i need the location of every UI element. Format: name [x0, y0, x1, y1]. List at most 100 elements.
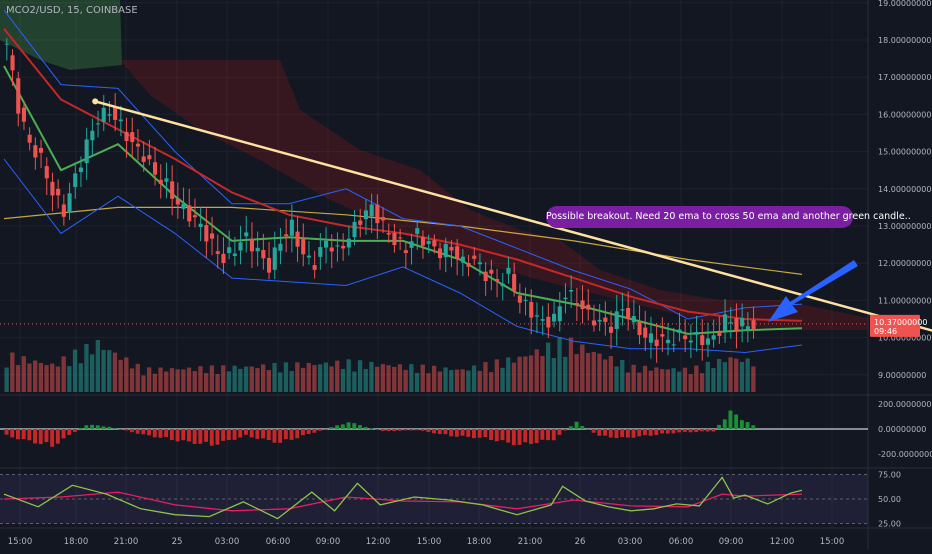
volume-bar [164, 371, 169, 392]
macd-bar [603, 429, 607, 436]
candle-body [232, 253, 237, 256]
candle-body [574, 302, 579, 305]
macd-bar [477, 429, 482, 438]
price-tick-label: 19.00000000 [878, 0, 931, 8]
macd-bar [289, 429, 294, 440]
volume-bar [540, 355, 545, 392]
macd-bar [643, 429, 647, 436]
price-tick-label: 11.00000000 [878, 296, 931, 305]
macd-bar [10, 429, 15, 438]
candle-body [249, 238, 254, 252]
candle-body [671, 344, 676, 346]
macd-bar [4, 429, 9, 435]
macd-bar [580, 425, 585, 429]
volume-bar [660, 369, 665, 392]
candle-body [495, 279, 500, 281]
volume-bar [591, 351, 596, 392]
candle-body [289, 219, 294, 236]
candle-body [192, 215, 197, 218]
volume-bar [454, 369, 460, 392]
macd-bar [682, 429, 687, 432]
macd-bar [574, 421, 579, 429]
candle-body [723, 314, 728, 331]
price-tick-label: 15.00000000 [878, 148, 931, 157]
volume-bar [141, 375, 146, 392]
candle-body [73, 173, 78, 187]
time-tick-label: 06:00 [669, 537, 694, 547]
volume-bar [528, 355, 534, 392]
candle-body [472, 255, 477, 259]
candle-body [477, 262, 482, 265]
macd-bar [511, 429, 516, 446]
macd-bar [141, 429, 146, 435]
candle-body [654, 339, 659, 347]
volume-bar [745, 358, 750, 392]
macd-bar [557, 429, 562, 435]
time-tick-label: 26 [575, 537, 586, 547]
macd-bar [90, 424, 94, 429]
candle-body [306, 255, 311, 258]
candle-body [39, 147, 44, 153]
candle-body [569, 289, 574, 292]
volume-bar [403, 369, 408, 392]
candle-body [16, 78, 21, 114]
candle-body [164, 178, 169, 182]
macd-bar [44, 429, 49, 443]
candle-body [603, 317, 608, 322]
annotation-arrow-icon [768, 260, 858, 322]
volume-bar [346, 359, 351, 392]
price-tick-label: 12.00000000 [878, 259, 931, 268]
time-tick-label: 21:00 [518, 537, 543, 547]
volume-bar [380, 364, 385, 392]
volume-bar [546, 342, 551, 392]
volume-bar [369, 361, 374, 392]
candle-body [84, 139, 89, 164]
candle-body [312, 265, 317, 270]
volume-bar [614, 366, 619, 392]
candle-body [683, 335, 688, 340]
volume-bar [682, 367, 688, 392]
candle-body [660, 334, 665, 337]
volume-bar [312, 365, 317, 392]
macd-bar [563, 429, 568, 431]
candle-body [318, 247, 323, 257]
candle-body [643, 327, 648, 338]
volume-bar [306, 362, 311, 392]
macd-bar [221, 429, 226, 441]
candle-body [460, 256, 465, 263]
volume-bar [551, 358, 556, 392]
macd-bar [204, 429, 208, 442]
volume-bar [78, 363, 83, 392]
volume-bar [295, 362, 300, 392]
macd-bar [107, 426, 112, 429]
volume-bar [432, 365, 437, 392]
volume-bar [243, 366, 249, 392]
volume-bar [699, 373, 705, 392]
candle-body [415, 228, 420, 234]
macd-bar [147, 429, 151, 436]
macd-bar [591, 429, 596, 433]
macd-bar [232, 429, 237, 440]
volume-bar [129, 368, 135, 392]
price-tick-label: 9.00000000 [878, 371, 926, 380]
macd-bar [409, 429, 414, 431]
candle-body [489, 269, 494, 274]
macd-bar [751, 425, 756, 429]
annotation-note[interactable]: Possible breakout. Need 20 ema to cross … [546, 206, 911, 228]
candle-body [363, 210, 368, 220]
time-tick-label: 12:00 [366, 537, 391, 547]
candle-body [420, 237, 425, 246]
volume-bar [340, 368, 346, 392]
volume-bar [266, 370, 271, 392]
macd-bar [198, 429, 203, 444]
macd-bar [358, 425, 362, 429]
volume-bar [15, 365, 21, 392]
time-tick-label: 06:00 [266, 537, 291, 547]
candle-body [324, 240, 329, 248]
candle-body [648, 333, 653, 343]
price-tick-label: 16.00000000 [878, 110, 931, 119]
volume-bar [107, 350, 112, 392]
candle-body [432, 240, 437, 247]
